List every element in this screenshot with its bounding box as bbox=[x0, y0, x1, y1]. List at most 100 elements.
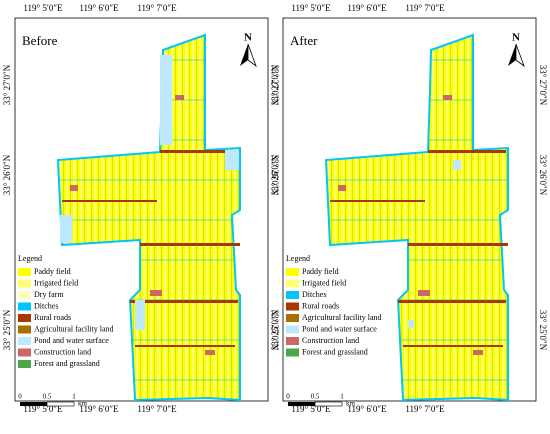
legend-swatch bbox=[286, 291, 299, 299]
construction-land bbox=[175, 95, 184, 100]
right-coordinate: 33° 27′0″N bbox=[270, 65, 280, 106]
left-coordinate: 33° 26′0″N bbox=[2, 154, 12, 195]
rural-road bbox=[62, 200, 157, 202]
scale-bar bbox=[46, 401, 75, 407]
construction-land bbox=[150, 290, 162, 296]
scale-bar bbox=[314, 401, 343, 407]
scale-unit: km bbox=[78, 400, 88, 408]
land-area bbox=[324, 33, 509, 402]
north-arrow bbox=[508, 44, 516, 66]
legend-label: Irrigated field bbox=[302, 278, 346, 287]
legend-swatch bbox=[286, 348, 299, 357]
bottom-coordinate: 119° 7′0″E bbox=[137, 404, 177, 414]
map-panel: 119° 5′0″E 119° 6′0″E 119° 7′0″E 119° 5′0″E… bbox=[2, 3, 280, 414]
bottom-coordinate: 119° 7′0″E bbox=[405, 404, 445, 414]
legend-swatch bbox=[286, 279, 299, 288]
bottom-coordinate: 119° 5′0″E bbox=[23, 404, 63, 414]
right-coordinate: 33° 26′0″N bbox=[270, 155, 280, 196]
construction-land bbox=[70, 185, 78, 191]
legend-label: Agricultural facility land bbox=[34, 324, 114, 333]
scale-label: 1 bbox=[340, 393, 344, 401]
north-arrow bbox=[240, 44, 248, 66]
rural-road bbox=[428, 150, 506, 153]
north-label: N bbox=[512, 32, 520, 44]
scale-bar bbox=[20, 402, 47, 406]
construction-land bbox=[338, 185, 346, 191]
top-coordinate: 119° 5′0″E bbox=[291, 3, 331, 13]
legend-label: Dry farm bbox=[34, 290, 64, 299]
legend-label: Agricultural facility land bbox=[302, 313, 382, 322]
legend-swatch bbox=[18, 268, 31, 276]
construction-land bbox=[205, 350, 215, 355]
legend-swatch bbox=[18, 314, 31, 322]
right-coordinate: 33° 27′0″N bbox=[538, 65, 548, 106]
legend-label: Pond and water surface bbox=[302, 324, 377, 333]
legend-label: Paddy field bbox=[302, 267, 339, 276]
top-coordinate: 119° 5′0″E bbox=[23, 3, 63, 13]
panel-title: After bbox=[290, 33, 318, 48]
map-frame bbox=[282, 17, 537, 402]
top-coordinate: 119° 6′0″E bbox=[347, 3, 387, 13]
legend-label: Paddy field bbox=[34, 267, 71, 276]
pond bbox=[160, 55, 172, 145]
top-coordinate: 119° 6′0″E bbox=[79, 3, 119, 13]
legend-label: Irrigated field bbox=[34, 278, 78, 287]
legend-label: Construction land bbox=[302, 336, 359, 345]
legend-swatch bbox=[286, 268, 299, 276]
construction-land bbox=[473, 350, 483, 355]
bottom-coordinate: 119° 6′0″E bbox=[347, 404, 387, 414]
legend-swatch bbox=[286, 325, 299, 334]
top-coordinate: 119° 7′0″E bbox=[137, 3, 177, 13]
left-coordinate: 33° 25′0″N bbox=[2, 309, 12, 350]
pond bbox=[135, 300, 145, 330]
scale-label: 1 bbox=[72, 393, 76, 401]
rural-road bbox=[160, 150, 238, 153]
north-label: N bbox=[244, 32, 252, 44]
legend-label: Rural roads bbox=[302, 301, 339, 310]
legend-swatch bbox=[286, 337, 299, 345]
legend-swatch bbox=[18, 291, 31, 299]
legend-label: Ditches bbox=[302, 290, 326, 299]
right-coordinate: 33° 25′0″N bbox=[538, 310, 548, 351]
right-coordinate: 33° 25′0″N bbox=[270, 310, 280, 351]
rural-road bbox=[408, 243, 508, 246]
legend-swatch bbox=[286, 302, 299, 311]
north-arrow bbox=[247, 43, 257, 68]
rural-road bbox=[140, 243, 240, 246]
left-coordinate: 33° 25′0″N bbox=[270, 309, 280, 350]
legend-label: Construction land bbox=[34, 347, 91, 356]
legend-swatch bbox=[286, 314, 299, 322]
top-coordinate: 119° 7′0″E bbox=[405, 3, 445, 13]
scale-label: 0 bbox=[286, 393, 290, 401]
legend-swatch bbox=[18, 337, 31, 345]
legend-swatch bbox=[18, 325, 31, 334]
construction-land bbox=[418, 290, 430, 296]
bottom-coordinate: 119° 6′0″E bbox=[79, 404, 119, 414]
legend-swatch bbox=[18, 360, 31, 368]
left-coordinate: 33° 27′0″N bbox=[270, 64, 280, 105]
pond bbox=[60, 215, 72, 243]
legend-label: Rural roads bbox=[34, 313, 71, 322]
rural-road bbox=[135, 345, 235, 347]
legend-swatch bbox=[18, 302, 31, 311]
right-coordinate: 33° 26′0″N bbox=[538, 155, 548, 196]
left-coordinate: 33° 26′0″N bbox=[270, 154, 280, 195]
legend-swatch bbox=[18, 348, 31, 357]
panel-title: Before bbox=[22, 33, 58, 48]
legend-label: Forest and grassland bbox=[34, 359, 100, 368]
north-arrow bbox=[515, 43, 525, 68]
map-frame bbox=[14, 17, 269, 402]
scale-label: 0.5 bbox=[311, 393, 320, 401]
legend-title: Legend bbox=[18, 254, 42, 263]
legend-swatch bbox=[18, 279, 31, 288]
scale-bar bbox=[288, 402, 315, 406]
rural-road bbox=[398, 300, 506, 303]
construction-land bbox=[443, 95, 452, 100]
legend-label: Pond and water surface bbox=[34, 336, 109, 345]
rural-road bbox=[130, 300, 238, 303]
pond bbox=[225, 150, 239, 170]
left-coordinate: 33° 27′0″N bbox=[2, 64, 12, 105]
rural-road bbox=[330, 200, 425, 202]
